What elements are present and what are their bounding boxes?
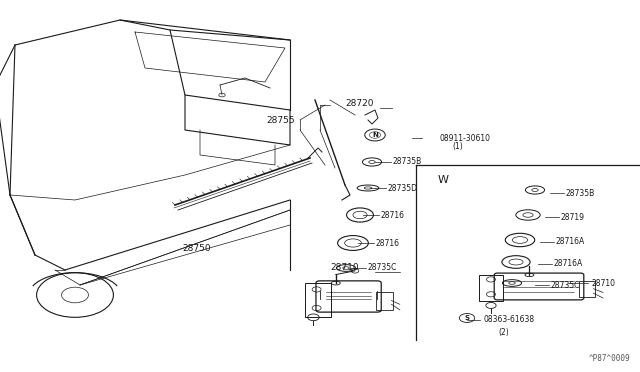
Text: 28720: 28720 (345, 99, 374, 108)
Text: 28710: 28710 (592, 279, 616, 288)
Text: W: W (438, 175, 449, 185)
Text: 28750: 28750 (182, 244, 211, 253)
Text: 28716A: 28716A (554, 260, 582, 269)
Text: 08363-61638: 08363-61638 (483, 315, 534, 324)
Text: 08911-30610: 08911-30610 (439, 134, 490, 142)
Text: N: N (372, 132, 378, 138)
Text: ^P87^0009: ^P87^0009 (589, 354, 630, 363)
Text: 28716: 28716 (375, 238, 399, 247)
Text: 28735D: 28735D (387, 183, 417, 192)
Text: (2): (2) (498, 327, 509, 337)
Text: 28710: 28710 (330, 263, 358, 273)
Text: 28735B: 28735B (392, 157, 422, 167)
Text: 28716: 28716 (380, 211, 404, 219)
Text: 28716A: 28716A (556, 237, 584, 247)
Text: 28735C: 28735C (367, 263, 397, 273)
Text: (1): (1) (452, 142, 463, 151)
Text: 28735C: 28735C (550, 280, 580, 289)
Text: 28755: 28755 (266, 115, 295, 125)
Text: 28719: 28719 (561, 212, 584, 221)
Text: S: S (465, 315, 470, 321)
Text: 28735B: 28735B (565, 189, 595, 198)
